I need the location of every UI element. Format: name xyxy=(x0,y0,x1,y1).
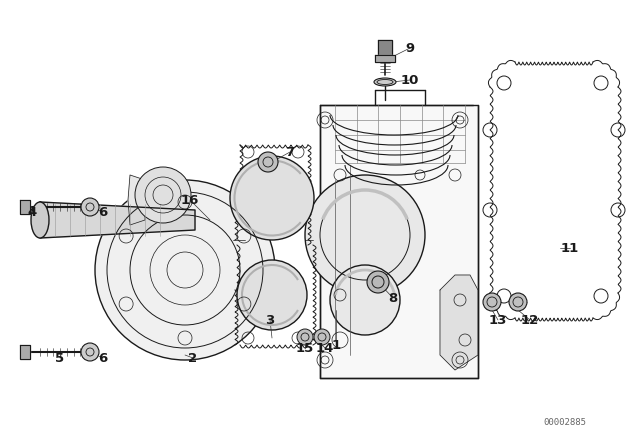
Polygon shape xyxy=(40,202,195,238)
Circle shape xyxy=(81,343,99,361)
Circle shape xyxy=(95,180,275,360)
Text: 8: 8 xyxy=(388,292,397,305)
Text: 16: 16 xyxy=(181,194,199,207)
Ellipse shape xyxy=(374,78,396,86)
Text: 13: 13 xyxy=(489,314,507,327)
Circle shape xyxy=(314,329,330,345)
Text: 15: 15 xyxy=(296,341,314,354)
Circle shape xyxy=(483,293,501,311)
Polygon shape xyxy=(440,275,478,370)
Text: 6: 6 xyxy=(99,206,108,219)
Circle shape xyxy=(81,198,99,216)
Polygon shape xyxy=(20,200,30,214)
Text: 11: 11 xyxy=(561,241,579,254)
Circle shape xyxy=(258,152,278,172)
Circle shape xyxy=(237,260,307,330)
Circle shape xyxy=(135,167,191,223)
Text: 1: 1 xyxy=(332,339,340,352)
Polygon shape xyxy=(320,105,478,378)
Text: 00002885: 00002885 xyxy=(543,418,586,426)
Circle shape xyxy=(230,156,314,240)
Text: 2: 2 xyxy=(188,352,198,365)
Text: 12: 12 xyxy=(521,314,539,327)
Polygon shape xyxy=(128,175,145,225)
Text: 3: 3 xyxy=(266,314,275,327)
Text: 7: 7 xyxy=(285,146,294,159)
Text: 5: 5 xyxy=(56,352,65,365)
Ellipse shape xyxy=(31,202,49,238)
Polygon shape xyxy=(20,345,30,359)
Text: 6: 6 xyxy=(99,352,108,365)
Text: 14: 14 xyxy=(316,341,334,354)
Circle shape xyxy=(330,265,400,335)
Text: 4: 4 xyxy=(28,206,36,219)
Text: 10: 10 xyxy=(401,73,419,86)
Polygon shape xyxy=(375,55,395,62)
Circle shape xyxy=(297,329,313,345)
Circle shape xyxy=(367,271,389,293)
Text: 9: 9 xyxy=(405,42,415,55)
Polygon shape xyxy=(378,40,392,55)
Circle shape xyxy=(509,293,527,311)
Circle shape xyxy=(305,175,425,295)
